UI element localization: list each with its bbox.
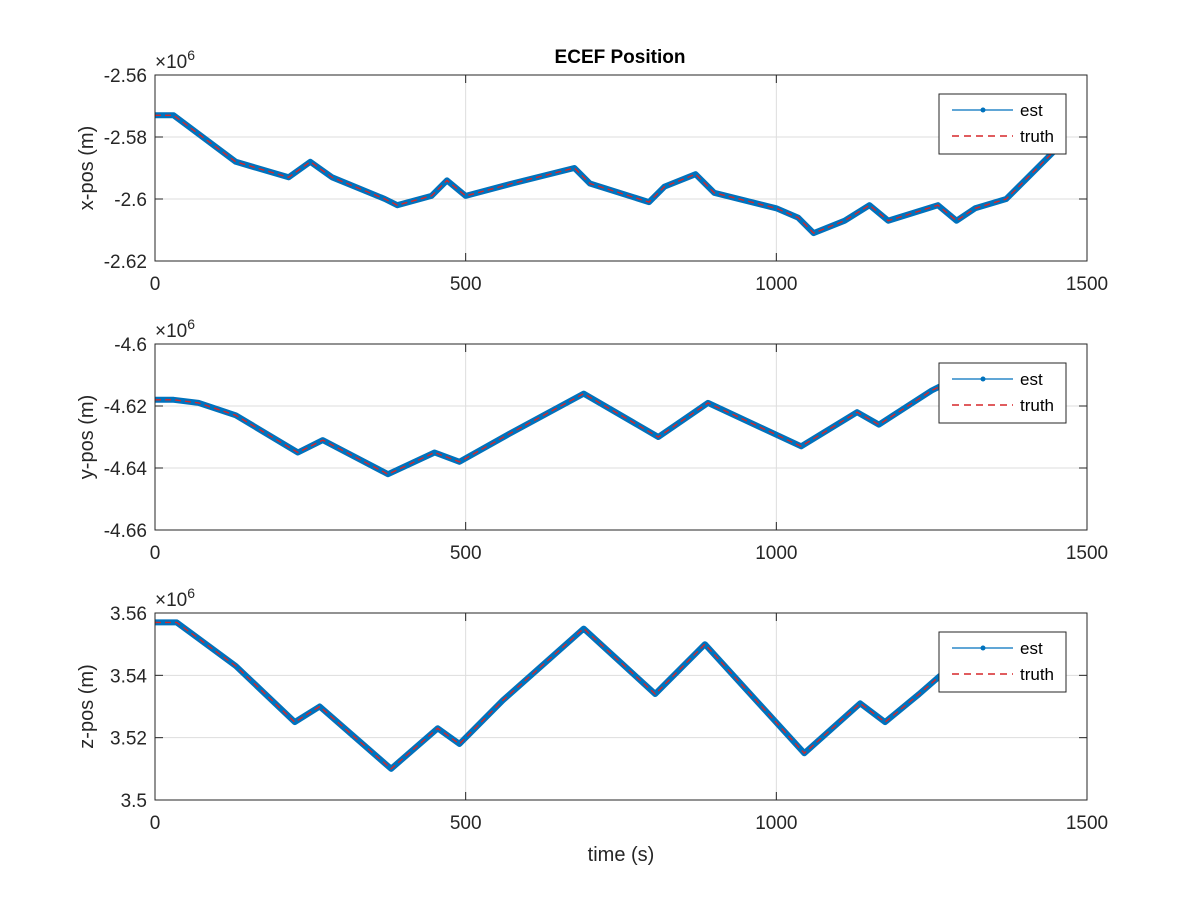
exponent-base: ×10 [155, 52, 187, 73]
x-tick-label: 500 [450, 274, 482, 295]
x-tick-label: 0 [150, 274, 161, 295]
legend-label-truth: truth [1020, 127, 1054, 146]
y-tick-label: 3.5 [121, 791, 147, 812]
exponent-base: ×10 [155, 321, 187, 342]
legend-box [938, 362, 1067, 424]
y-exponent-label: ×106 [155, 316, 195, 342]
y-tick-label: -4.62 [104, 397, 147, 418]
series-group [155, 112, 1059, 237]
subplot-2: 0 500 1000 1500 -4.66 -4.64 -4.62 -4.6 ×106 y-pos… [76, 316, 1108, 564]
x-tick-label: 0 [150, 813, 161, 834]
axes-box [154, 74, 1088, 262]
x-tick-label: 1000 [755, 813, 797, 834]
series-group [155, 381, 948, 478]
y-tick-label: -2.6 [114, 190, 147, 211]
legend-box [938, 93, 1067, 155]
y-tick-label: -4.64 [104, 459, 148, 480]
y-exponent-label: ×106 [155, 47, 195, 73]
legend-marker-est [980, 376, 986, 382]
x-tick-label: 1500 [1066, 274, 1108, 295]
x-tick-label: 500 [450, 543, 482, 564]
y-axis-label: y-pos (m) [76, 395, 98, 479]
legend: est truth [938, 631, 1067, 693]
series-group [155, 619, 948, 772]
legend-label-est: est [1020, 370, 1043, 389]
y-tick-label: 3.54 [110, 666, 147, 687]
legend-box [938, 631, 1067, 693]
legend-marker-est [980, 107, 986, 113]
legend-label-truth: truth [1020, 396, 1054, 415]
y-axis-label: z-pos (m) [76, 664, 98, 748]
x-tick-label: 1000 [755, 543, 797, 564]
legend-marker-est [980, 645, 986, 651]
exponent-power: 6 [187, 316, 195, 332]
y-tick-label: -2.56 [104, 66, 147, 87]
plot-area [155, 613, 1087, 800]
y-exponent-label: ×106 [155, 585, 195, 611]
x-tick-label: 1500 [1066, 813, 1108, 834]
legend-label-est: est [1020, 101, 1043, 120]
axes-box [154, 343, 1088, 531]
legend-label-est: est [1020, 639, 1043, 658]
series-line-truth [155, 621, 945, 770]
series-line-truth [155, 114, 1057, 234]
legend-label-truth: truth [1020, 665, 1054, 684]
x-tick-label: 1500 [1066, 543, 1108, 564]
exponent-power: 6 [187, 585, 195, 601]
legend: est truth [938, 93, 1067, 155]
figure-title: ECEF Position [555, 47, 686, 68]
subplot-1: 0 500 1000 1500 -2.62 -2.6 -2.58 -2.56 ×106 x-pos… [76, 47, 1108, 295]
y-tick-label: -4.6 [114, 335, 147, 356]
y-tick-label: 3.56 [110, 604, 147, 625]
legend: est truth [938, 362, 1067, 424]
plot-area [155, 75, 1087, 261]
plot-area [155, 344, 1087, 530]
x-axis-label: time (s) [588, 844, 655, 866]
subplot-panels: 0 500 1000 1500-2.62-2.6-2.58-2.56×106x-pos… [76, 47, 1108, 866]
exponent-power: 6 [187, 47, 195, 63]
y-tick-label: -2.62 [104, 252, 147, 273]
x-tick-label: 0 [150, 543, 161, 564]
subplot-3: 0 500 1000 1500 3.5 3.52 3.54 3.56 ×106 z-pos (m)… [76, 585, 1108, 866]
axes-box [154, 612, 1088, 801]
y-tick-label: -4.66 [104, 521, 147, 542]
series-line-truth [155, 383, 945, 475]
exponent-base: ×10 [155, 590, 187, 611]
y-tick-label: -2.58 [104, 128, 147, 149]
y-axis-label: x-pos (m) [76, 126, 98, 210]
x-tick-label: 500 [450, 813, 482, 834]
y-tick-label: 3.52 [110, 729, 147, 750]
x-tick-label: 1000 [755, 274, 797, 295]
